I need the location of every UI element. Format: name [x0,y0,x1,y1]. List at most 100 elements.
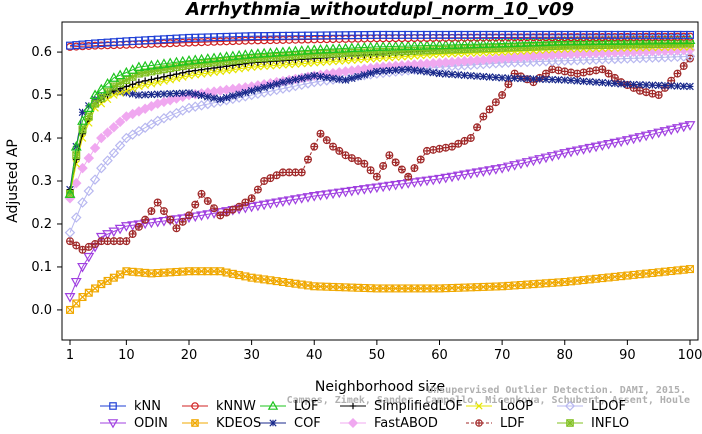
legend-swatch-odin [107,419,119,429]
data-point-lof [590,35,602,46]
data-point-ldf [592,66,601,75]
data-point-loop [366,55,375,63]
data-point-cof [404,65,413,74]
data-point-lof [421,39,433,50]
legend-label: FastABOD [374,416,438,431]
data-point-ldf [448,142,457,151]
data-point-ldof [183,102,195,114]
series-ldf [65,54,694,254]
data-point-odin [553,150,564,161]
data-point-odin [333,188,345,199]
data-point-cof [266,81,275,90]
data-point-cof [210,94,218,102]
data-point-lof [471,38,483,49]
data-point-lof [233,49,245,60]
data-point-ldf [422,146,431,155]
data-point-loop [191,71,200,79]
data-point-odin [509,161,521,171]
data-point-lof [415,40,427,50]
legend-swatch-knn [109,402,117,410]
data-point-odin [158,216,170,227]
data-point-odin [684,121,696,131]
data-point-ldf [178,217,187,226]
data-point-cof [573,77,582,85]
data-point-fastabod [77,162,88,174]
legend-swatch-knnw [191,402,199,410]
data-point-odin [427,175,439,186]
data-point-cof [554,75,563,84]
data-point-cof [592,78,600,86]
data-point-lof [321,43,333,54]
data-point-lof [371,41,383,51]
data-point-lof [64,188,76,198]
data-point-ldf [479,112,488,121]
data-point-ldf [310,142,319,151]
data-point-ldof [196,100,207,111]
data-point-odin [196,211,207,221]
data-point-odin [596,141,608,151]
data-point-ldf [159,207,168,216]
series-line-ldf [69,58,691,251]
data-point-cof [135,91,143,99]
data-point-lof [546,36,558,46]
data-point-cof [686,82,694,91]
data-point-cof [510,74,519,83]
data-point-odin [315,191,326,201]
data-point-ldf [404,172,413,181]
data-point-lof [440,39,452,50]
data-point-odin [396,180,408,190]
x-tick-label: 90 [619,348,636,363]
data-point-lof [302,44,314,55]
data-point-odin [383,181,395,192]
data-point-loop [216,67,225,76]
data-point-ldf [429,145,438,154]
data-point-odin [108,227,120,238]
data-point-odin [490,165,502,175]
data-point-odin [64,293,76,303]
data-point-ldof [290,80,301,92]
data-point-lof [521,37,533,47]
data-point-lof [239,49,251,59]
data-point-lof [596,35,608,45]
data-point-ldf [134,222,143,231]
data-point-cof [542,75,550,84]
data-point-odin [352,186,364,196]
data-point-cof [423,68,431,76]
data-point-ldf [128,230,137,239]
data-point-ldof [139,122,151,133]
data-point-ldf [391,158,400,167]
data-point-lof [252,48,264,58]
data-point-lof [277,46,289,57]
data-point-cof [636,80,644,89]
legend-label: LDOF [591,399,626,414]
data-point-cof [316,72,325,81]
data-point-cof [679,82,688,91]
data-point-odin [277,197,289,208]
data-point-cof [535,75,544,83]
data-point-ldof [121,132,132,144]
data-point-lof [534,36,546,47]
legend-label: kNN [134,399,161,414]
data-point-odin [70,277,82,288]
data-point-lof [296,45,308,55]
data-point-odin [114,224,126,235]
data-point-cof [654,81,663,90]
legend-swatch-ldof [564,400,576,412]
data-point-lof [315,44,326,54]
data-point-lof [158,58,170,68]
x-tick-label: 60 [431,348,448,363]
data-point-odin [290,195,301,205]
data-point-loop [229,65,237,74]
data-point-lof [402,40,414,51]
data-point-ldf [203,197,212,206]
data-point-ldf [303,155,312,164]
data-point-odin [452,171,464,182]
data-point-lof [377,41,389,51]
data-point-lof [584,35,596,46]
data-point-ldf [585,67,594,76]
watermark-line-1: Unsupervised Outlier Detection. DAMI, 20… [427,384,686,396]
data-point-loop [329,57,337,66]
data-point-lof [465,38,477,49]
data-point-cof [623,80,632,89]
x-tick-label: 10 [118,348,135,363]
